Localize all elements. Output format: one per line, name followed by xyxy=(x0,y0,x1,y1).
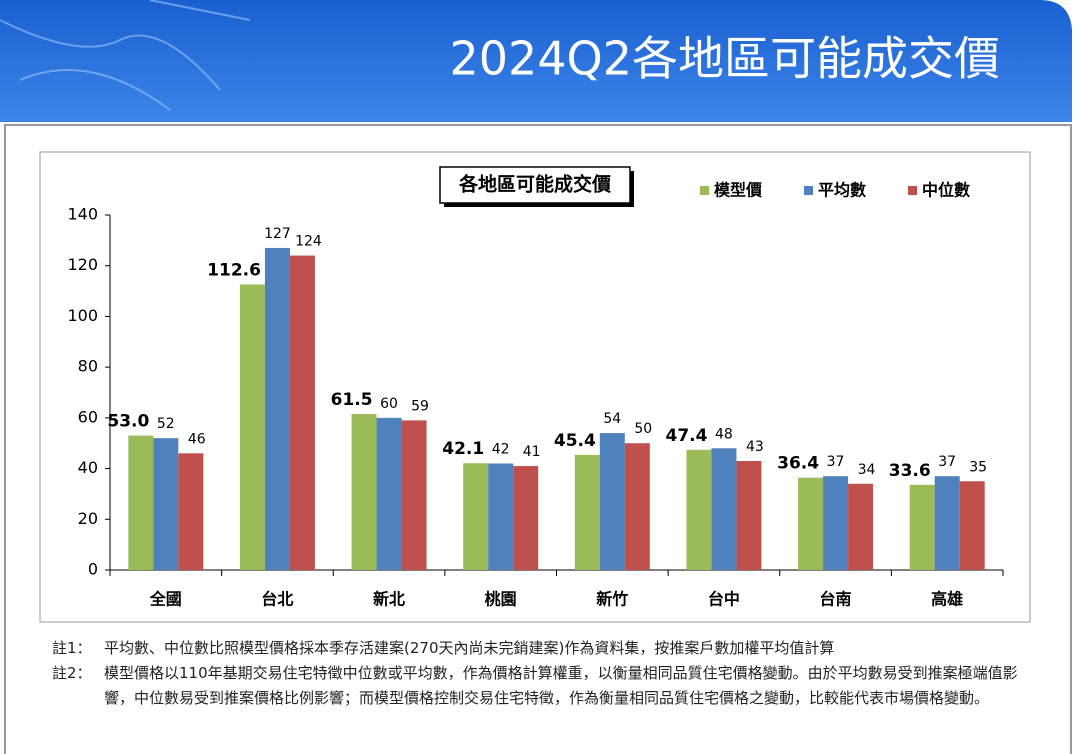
note-text: 平均數、中位數比照模型價格採本季存活建案(270天內尚未完銷建案)作為資料集，按… xyxy=(104,639,835,657)
data-label: 41 xyxy=(523,444,541,460)
chart-title: 各地區可能成交價 xyxy=(458,173,612,196)
bar xyxy=(351,414,377,570)
header-decoration xyxy=(0,0,251,111)
note: 註2： 模型價格以110年基期交易住宅特徵中位數或平均數，作為價格計算權重，以衡量… xyxy=(52,661,1042,711)
legend-swatch xyxy=(700,186,709,195)
data-label: 59 xyxy=(411,398,429,414)
bar xyxy=(128,435,154,570)
x-tick-label: 高雄 xyxy=(931,590,963,609)
bar xyxy=(934,476,960,570)
y-tick-label: 80 xyxy=(78,357,98,376)
data-label: 37 xyxy=(938,454,956,470)
data-label: 54 xyxy=(603,411,621,427)
bar xyxy=(513,466,539,570)
chart: 各地區可能成交價 0 20 40 60 80 100 120 140 全國 台北 新北 桃園 新竹 台中 台… xyxy=(39,151,1031,623)
data-label: 50 xyxy=(634,421,652,437)
bar xyxy=(376,417,402,570)
bar xyxy=(711,448,737,570)
header: 2024Q2各地區可能成交價 xyxy=(0,0,1072,122)
data-label: 124 xyxy=(295,234,322,250)
data-label: 45.4 xyxy=(554,431,596,451)
data-label: 127 xyxy=(264,226,291,242)
data-label: 48 xyxy=(715,426,733,442)
bar xyxy=(178,453,204,570)
data-label: 61.5 xyxy=(331,390,373,410)
bar xyxy=(239,284,265,570)
data-label: 37 xyxy=(827,454,845,470)
data-label: 112.6 xyxy=(207,260,261,280)
x-tick-label: 台南 xyxy=(820,590,852,609)
data-label: 33.6 xyxy=(889,461,931,481)
bar xyxy=(736,460,762,570)
bar xyxy=(624,443,650,570)
x-tick-label: 全國 xyxy=(149,590,182,609)
x-tick-label: 台北 xyxy=(261,590,293,609)
x-tick-label: 新北 xyxy=(373,590,405,609)
legend-swatch xyxy=(804,186,813,195)
bar xyxy=(401,420,427,570)
bar xyxy=(463,463,489,570)
y-tick-label: 140 xyxy=(67,205,98,224)
note-text: 模型價格以110年基期交易住宅特徵中位數或平均數，作為價格計算權重，以衡量相同品… xyxy=(104,664,1018,707)
bar xyxy=(574,454,600,570)
bar xyxy=(599,433,625,570)
note-label: 註1： xyxy=(52,639,92,657)
note: 註1： 平均數、中位數比照模型價格採本季存活建案(270天內尚未完銷建案)作為資料… xyxy=(52,636,1042,661)
legend-label: 模型價 xyxy=(714,181,763,200)
data-label: 53.0 xyxy=(107,412,149,432)
y-tick-label: 20 xyxy=(78,509,98,528)
content-frame xyxy=(4,124,1072,754)
header-band xyxy=(0,0,1072,122)
legend-label: 平均數 xyxy=(818,181,866,200)
bar xyxy=(289,255,315,571)
data-label: 52 xyxy=(157,416,175,432)
y-tick-label: 40 xyxy=(78,458,98,477)
data-label: 46 xyxy=(188,431,206,447)
title-box xyxy=(439,166,631,204)
x-tick-label: 台中 xyxy=(708,590,740,609)
legend-swatch xyxy=(908,186,917,195)
legend-label: 中位數 xyxy=(922,181,970,200)
data-label: 36.4 xyxy=(777,454,819,474)
data-label: 60 xyxy=(380,396,398,412)
bar xyxy=(959,481,985,570)
data-label: 42 xyxy=(492,442,510,458)
data-label: 34 xyxy=(858,462,876,478)
y-tick-label: 60 xyxy=(78,407,98,426)
y-tick-label: 100 xyxy=(67,306,98,325)
bar xyxy=(909,484,935,570)
data-label: 43 xyxy=(746,439,764,455)
data-label: 42.1 xyxy=(442,439,484,459)
bar xyxy=(488,463,514,570)
data-label: 47.4 xyxy=(665,426,707,446)
y-tick-label: 120 xyxy=(67,255,98,274)
y-tick-label: 0 xyxy=(88,560,98,579)
x-tick-label: 桃園 xyxy=(485,590,517,609)
x-tick-label: 新竹 xyxy=(596,590,628,609)
page-title: 2024Q2各地區可能成交價 xyxy=(449,32,1000,86)
bar xyxy=(798,477,824,570)
notes: 註1： 平均數、中位數比照模型價格採本季存活建案(270天內尚未完銷建案)作為資料… xyxy=(52,636,1042,711)
bar xyxy=(264,247,290,570)
data-label: 35 xyxy=(969,459,987,475)
bar xyxy=(823,476,849,570)
bar xyxy=(153,438,179,570)
note-label: 註2： xyxy=(52,664,92,682)
bar xyxy=(686,449,712,570)
bar xyxy=(848,483,874,570)
